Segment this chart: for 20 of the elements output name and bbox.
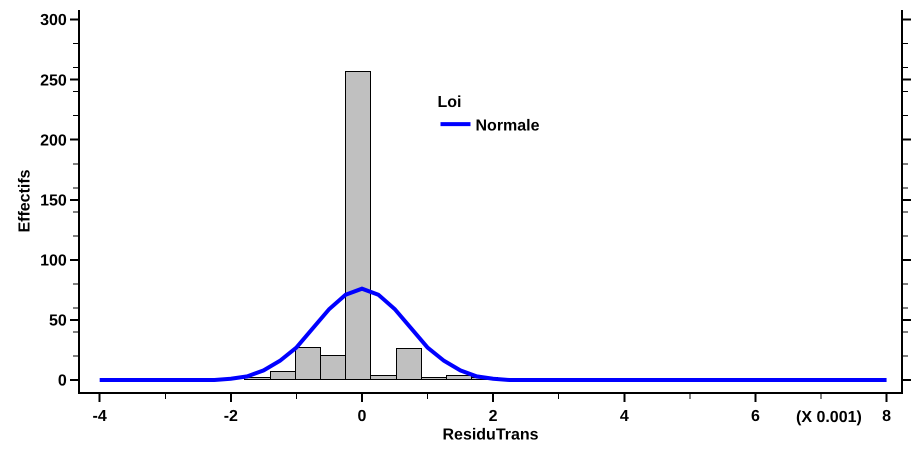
x-tick-label: 8 <box>882 408 892 426</box>
x-tick-label: 4 <box>620 408 629 426</box>
legend-label: Normale <box>476 117 540 134</box>
legend-title: Loi <box>438 94 462 112</box>
x-axis-title: ResiduTrans <box>442 426 539 444</box>
x-tick-label: 6 <box>750 408 760 426</box>
y-tick-label: 150 <box>40 192 67 210</box>
y-tick-label: 300 <box>40 12 67 30</box>
y-axis-title: Effectifs <box>16 169 34 233</box>
line-series <box>98 286 889 382</box>
y-tick-label: 50 <box>49 312 67 330</box>
x-tick-label: 0 <box>358 408 367 426</box>
x-tick-label: -4 <box>92 408 107 426</box>
y-tick-label: 0 <box>58 372 67 390</box>
x-tick-label: -2 <box>224 408 238 426</box>
y-tick-label: 200 <box>40 132 67 150</box>
y-tick-label: 100 <box>40 252 67 270</box>
text: (X 0.001) <box>796 409 862 426</box>
y-tick-label: 250 <box>40 72 67 90</box>
x-tick-label: 2 <box>488 408 498 426</box>
